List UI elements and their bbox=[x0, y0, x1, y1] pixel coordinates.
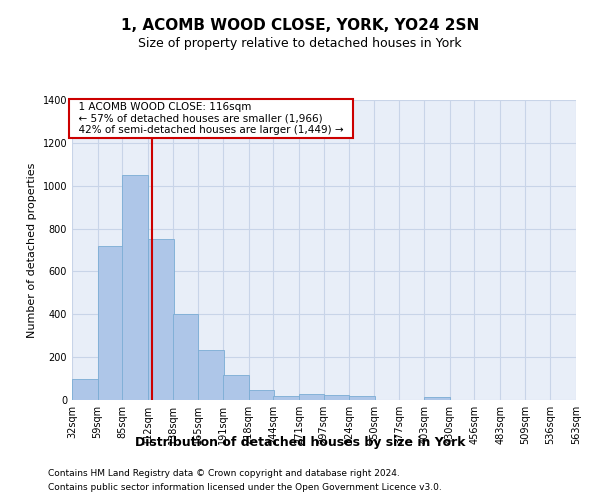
Bar bbox=[173, 314, 198, 400]
Bar bbox=[424, 397, 450, 400]
Bar bbox=[122, 175, 148, 400]
Bar bbox=[98, 246, 123, 400]
Bar bbox=[299, 394, 325, 400]
Bar bbox=[323, 394, 349, 400]
Bar bbox=[248, 390, 274, 400]
Text: Contains public sector information licensed under the Open Government Licence v3: Contains public sector information licen… bbox=[48, 483, 442, 492]
Text: 1, ACOMB WOOD CLOSE, YORK, YO24 2SN: 1, ACOMB WOOD CLOSE, YORK, YO24 2SN bbox=[121, 18, 479, 32]
Bar bbox=[148, 240, 173, 400]
Text: Distribution of detached houses by size in York: Distribution of detached houses by size … bbox=[135, 436, 465, 449]
Bar bbox=[223, 376, 248, 400]
Text: Size of property relative to detached houses in York: Size of property relative to detached ho… bbox=[138, 38, 462, 51]
Y-axis label: Number of detached properties: Number of detached properties bbox=[27, 162, 37, 338]
Text: 1 ACOMB WOOD CLOSE: 116sqm
  ← 57% of detached houses are smaller (1,966)
  42% : 1 ACOMB WOOD CLOSE: 116sqm ← 57% of deta… bbox=[72, 102, 350, 136]
Bar bbox=[349, 396, 375, 400]
Bar bbox=[72, 378, 98, 400]
Bar bbox=[198, 350, 224, 400]
Bar bbox=[273, 396, 299, 400]
Text: Contains HM Land Registry data © Crown copyright and database right 2024.: Contains HM Land Registry data © Crown c… bbox=[48, 470, 400, 478]
